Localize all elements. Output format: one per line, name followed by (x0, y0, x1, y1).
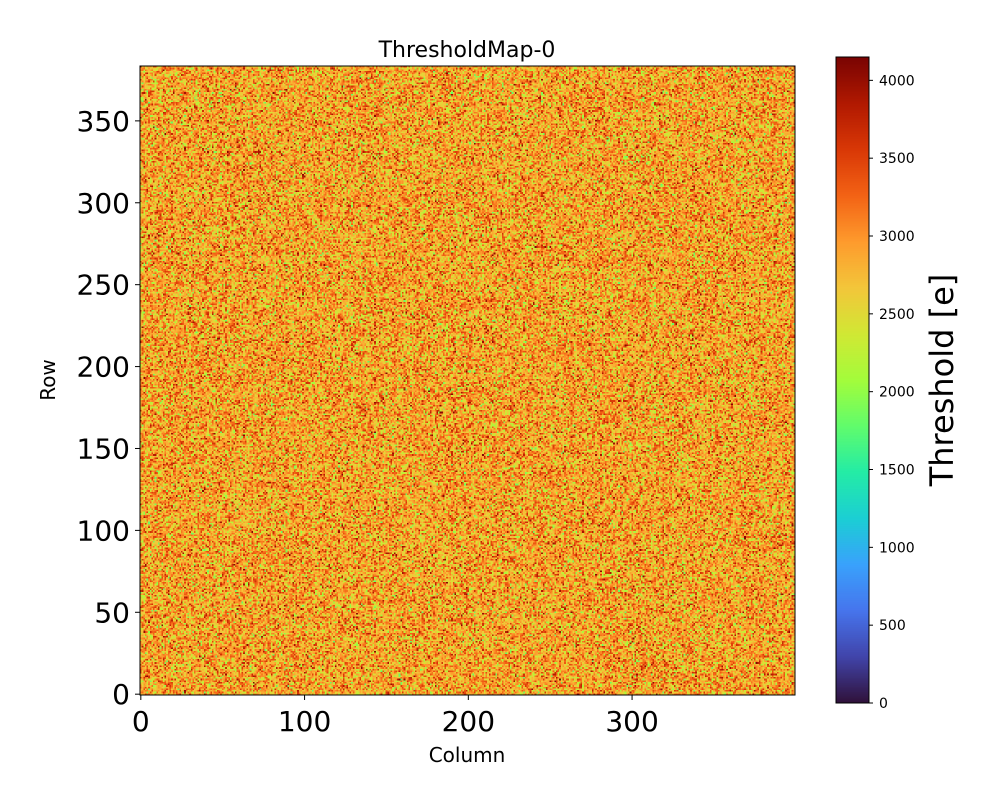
colorbar-tick-label: 0 (879, 696, 888, 712)
y-tick-label: 100 (77, 514, 130, 547)
colorbar-tick-label: 3500 (879, 151, 915, 167)
y-tick-label: 250 (77, 269, 130, 302)
colorbar-tick-label: 500 (879, 618, 906, 634)
colorbar-tick-label: 4000 (879, 73, 915, 89)
chart-title: ThresholdMap-0 (378, 38, 556, 63)
x-tick-label: 300 (605, 705, 658, 738)
x-axis-label: Column (429, 743, 506, 767)
x-tick-label: 200 (442, 705, 495, 738)
x-tick-label: 100 (278, 705, 331, 738)
colorbar-tick-label: 2000 (879, 385, 915, 401)
colorbar-frame (835, 56, 870, 704)
colorbar-tick-label: 2500 (879, 307, 915, 323)
y-tick-label: 350 (77, 105, 130, 138)
y-tick-label: 50 (94, 596, 130, 629)
colorbar-tick-label: 3000 (879, 229, 915, 245)
y-tick-label: 150 (77, 432, 130, 465)
y-axis-label: Row (36, 359, 60, 401)
y-tick-label: 0 (112, 678, 130, 711)
colorbar-tick-label: 1500 (879, 463, 915, 479)
colorbar-tick-label: 1000 (879, 540, 915, 556)
colorbar-label: Threshold [e] (923, 274, 961, 488)
y-tick-label: 300 (77, 187, 130, 220)
colorbar (836, 57, 869, 703)
plot-frame (139, 65, 796, 696)
y-tick-label: 200 (77, 351, 130, 384)
x-tick-label: 0 (132, 705, 150, 738)
heatmap-image (140, 66, 795, 695)
